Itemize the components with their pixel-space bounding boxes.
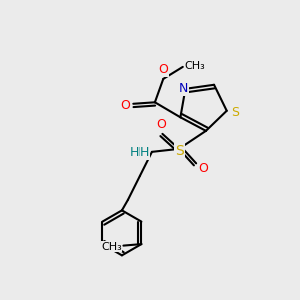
Text: S: S — [175, 144, 184, 158]
Text: O: O — [156, 118, 166, 131]
Text: O: O — [120, 99, 130, 112]
Text: CH₃: CH₃ — [101, 242, 122, 252]
Text: O: O — [198, 162, 208, 175]
Text: N: N — [179, 82, 189, 95]
Text: S: S — [231, 106, 239, 119]
Text: H: H — [140, 146, 149, 159]
Text: CH₃: CH₃ — [184, 61, 205, 71]
Text: O: O — [158, 64, 168, 76]
Text: HN: HN — [130, 146, 149, 159]
